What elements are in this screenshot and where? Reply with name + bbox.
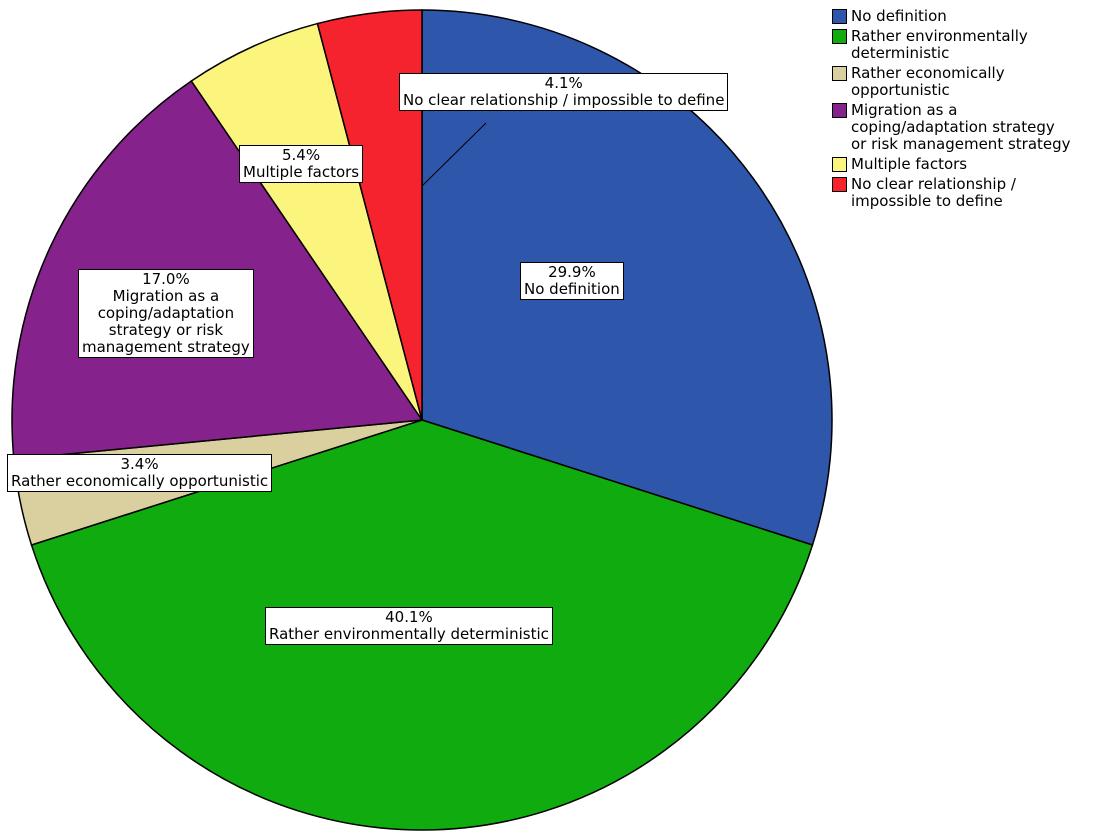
slice-value-label: 29.9% (548, 263, 596, 281)
legend-label: No definition (851, 7, 947, 25)
slice-label: 17.0% Migration as a coping/adaptation st… (78, 269, 254, 358)
slice-name-label: No clear relationship / impossible to de… (403, 91, 725, 109)
slice-name-label: Multiple factors (243, 163, 360, 181)
slice-value-label: 40.1% (385, 608, 433, 626)
legend-swatch (832, 177, 847, 192)
slice-value-label: 4.1% (544, 74, 583, 92)
pie-slice-no-clear-relationship-impossible-to-define (316, 9, 423, 421)
legend-swatch (832, 157, 847, 172)
legend-item: No definition (832, 8, 1104, 25)
slice-name-label: Rather economically opportunistic (11, 472, 269, 490)
slice-label: 5.4% Multiple factors (239, 145, 364, 183)
legend-swatch (832, 103, 847, 118)
slice-label: 4.1% No clear relationship / impossible t… (399, 73, 729, 111)
legend-item: No clear relationship / impossible to de… (832, 176, 1104, 210)
legend-label: No clear relationship / impossible to de… (851, 175, 1016, 210)
legend-item: Migration as a coping/adaptation strateg… (832, 102, 1104, 153)
slice-value-label: 17.0% (142, 270, 190, 288)
slice-label: 3.4% Rather economically opportunistic (7, 454, 273, 492)
legend-label: Multiple factors (851, 155, 968, 173)
legend-label: Rather economically opportunistic (851, 64, 1005, 99)
legend-swatch (832, 29, 847, 44)
slice-name-label: Migration as a coping/adaptation strateg… (82, 287, 250, 356)
legend-item: Rather environmentally deterministic (832, 28, 1104, 62)
legend-swatch (832, 66, 847, 81)
legend-swatch (832, 9, 847, 24)
legend-label: Rather environmentally deterministic (851, 27, 1028, 62)
slice-label: 29.9% No definition (520, 262, 624, 300)
slice-name-label: Rather environmentally deterministic (269, 625, 549, 643)
legend: No definition Rather environmentally dete… (832, 8, 1104, 213)
slice-name-label: No definition (524, 280, 620, 298)
slice-value-label: 3.4% (120, 455, 159, 473)
pie-slice-multiple-factors (190, 22, 423, 421)
legend-label: Migration as a coping/adaptation strateg… (851, 101, 1071, 153)
pie-slice-no-definition (421, 9, 833, 546)
legend-item: Multiple factors (832, 156, 1104, 173)
slice-value-label: 5.4% (282, 146, 321, 164)
legend-item: Rather economically opportunistic (832, 65, 1104, 99)
slice-label: 40.1% Rather environmentally deterministi… (265, 607, 553, 645)
leader-line (421, 122, 487, 187)
